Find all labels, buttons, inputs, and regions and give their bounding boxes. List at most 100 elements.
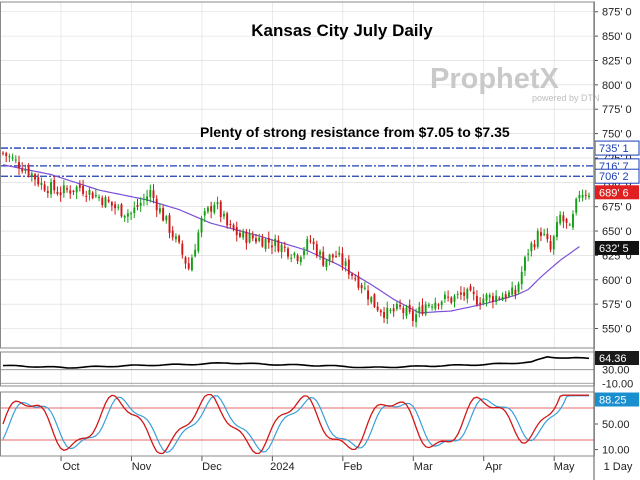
candle-body [447,296,450,298]
candle-body [152,190,155,199]
indicator2-tag-label: 88.25 [599,395,627,407]
resistance-annotation: Plenty of strong resistance from $7.05 t… [200,124,510,140]
candle-body [255,238,257,242]
resistance-tag-label: 706' 2 [599,171,629,183]
candle-body [347,259,350,275]
candle-body [287,248,289,257]
y-tick-label: 875' 0 [602,7,632,19]
candle-body [379,310,382,313]
candle-body [479,302,482,304]
candle-body [114,204,117,209]
candle-body [523,257,526,271]
candle-body [178,235,181,243]
candle-body [123,215,126,218]
candle-body [565,218,568,223]
candle-body [5,153,8,157]
y-tick-label: 675' 0 [602,202,632,214]
x-tick-label: Feb [343,461,362,473]
candle-body [85,195,88,197]
candle-body [136,204,139,207]
candle-body [75,186,78,193]
x-tick-label: May [554,461,575,473]
candle-body [431,306,434,308]
candle-body [59,192,62,196]
candle-body [312,241,315,245]
candle-body [30,173,33,177]
indicator2-tick: 10.00 [602,445,630,457]
indicator-panel-1: 30.00-10.00 64.36 [1,350,639,390]
candle-body [251,235,254,239]
candle-body [559,214,562,224]
x-tick-label: Dec [202,461,222,473]
price-tag-label: 689' 6 [599,187,629,199]
candle-body [395,303,398,310]
candle-body [540,232,542,236]
candle-body [219,201,222,218]
y-tick-label: 600' 0 [602,275,632,287]
candle-body [546,233,549,240]
candle-body [562,215,565,222]
candle-body [274,238,277,246]
price-tag-label: 632' 5 [599,243,629,255]
candle-body [194,249,197,257]
candle-body [363,287,366,289]
y-tick-label: 575' 0 [602,299,632,311]
logo-text: ProphetX [430,63,560,95]
candle-body [533,244,536,248]
candle-body [424,304,427,315]
x-tick-label: Apr [485,461,502,473]
candle-body [117,206,120,208]
timeframe-label[interactable]: 1 Day [604,461,633,473]
candle-body [280,244,283,253]
candle-body [552,236,555,250]
candle-body [338,252,341,255]
candle-body [203,211,206,216]
candle-body [216,202,219,205]
indicator1-tag [595,350,639,365]
candle-body [482,298,485,304]
candle-body [520,271,523,285]
candle-body [18,162,20,169]
candle-body [155,198,158,211]
candle-body [572,214,574,228]
candle-body [146,196,149,202]
indicator-panel-2: 50.00 10.00 88.25 [1,392,639,457]
candle-body [367,290,370,300]
candle-body [184,257,187,264]
candle-body [149,189,152,198]
candle-body [200,218,203,233]
candle-body [133,207,136,214]
logo-subtext: powered by DTN [532,93,600,103]
candle-body [491,296,494,303]
candle-body [408,304,411,312]
y-tick-label: 750' 0 [602,129,632,141]
price-tag [595,185,639,200]
indicator2-main-line [2,393,589,455]
candle-body [206,207,209,212]
candle-body [242,231,245,238]
candle-body [21,168,24,172]
candle-body [450,297,453,303]
candle-body [296,255,299,262]
x-tick-label: Oct [62,461,79,473]
candle-body [325,260,328,267]
y-tick-label: 550' 0 [602,324,632,336]
candle-body [411,310,414,321]
chart-title: Kansas City July Daily [251,21,433,40]
candle-body [277,240,280,252]
candle-body [190,257,193,271]
candle-body [168,215,171,233]
candle-body [331,254,334,258]
candle-body [14,159,17,161]
candlestick-series [2,151,590,328]
candle-body [290,257,293,259]
candle-body [341,253,344,266]
candle-body [370,297,373,303]
candle-body [536,230,539,247]
candle-body [107,199,110,202]
candle-body [463,292,466,296]
candle-body [248,233,251,243]
candle-body [82,186,85,194]
candle-body [293,253,296,256]
